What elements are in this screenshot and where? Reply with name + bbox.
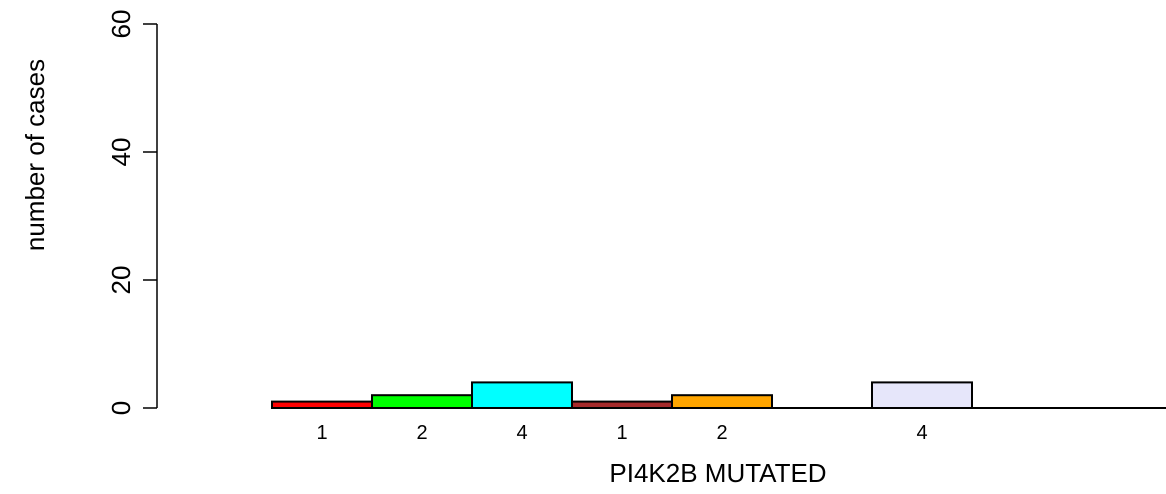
bar-label: 4 <box>516 422 527 444</box>
bar-label: 1 <box>616 422 627 444</box>
bar-label: 4 <box>916 422 927 444</box>
bar <box>271 400 373 410</box>
y-tick-label: 40 <box>106 138 136 167</box>
bar <box>471 381 573 409</box>
bar-label: 1 <box>316 422 327 444</box>
y-tick-label: 0 <box>106 401 136 415</box>
bar-label: 2 <box>716 422 727 444</box>
bar <box>371 394 473 410</box>
bar <box>571 400 673 410</box>
y-tick-label: 20 <box>106 266 136 295</box>
y-axis: 0 20 40 60 <box>106 10 158 415</box>
bar-labels: 1 2 4 1 2 4 <box>316 422 927 444</box>
x-axis-title: PI4K2B MUTATED <box>609 458 826 488</box>
y-axis-title: number of cases <box>20 59 50 251</box>
bar <box>871 381 973 409</box>
bar-label: 2 <box>416 422 427 444</box>
y-tick-label: 60 <box>106 10 136 39</box>
bars <box>271 381 1166 410</box>
bar <box>671 394 773 410</box>
